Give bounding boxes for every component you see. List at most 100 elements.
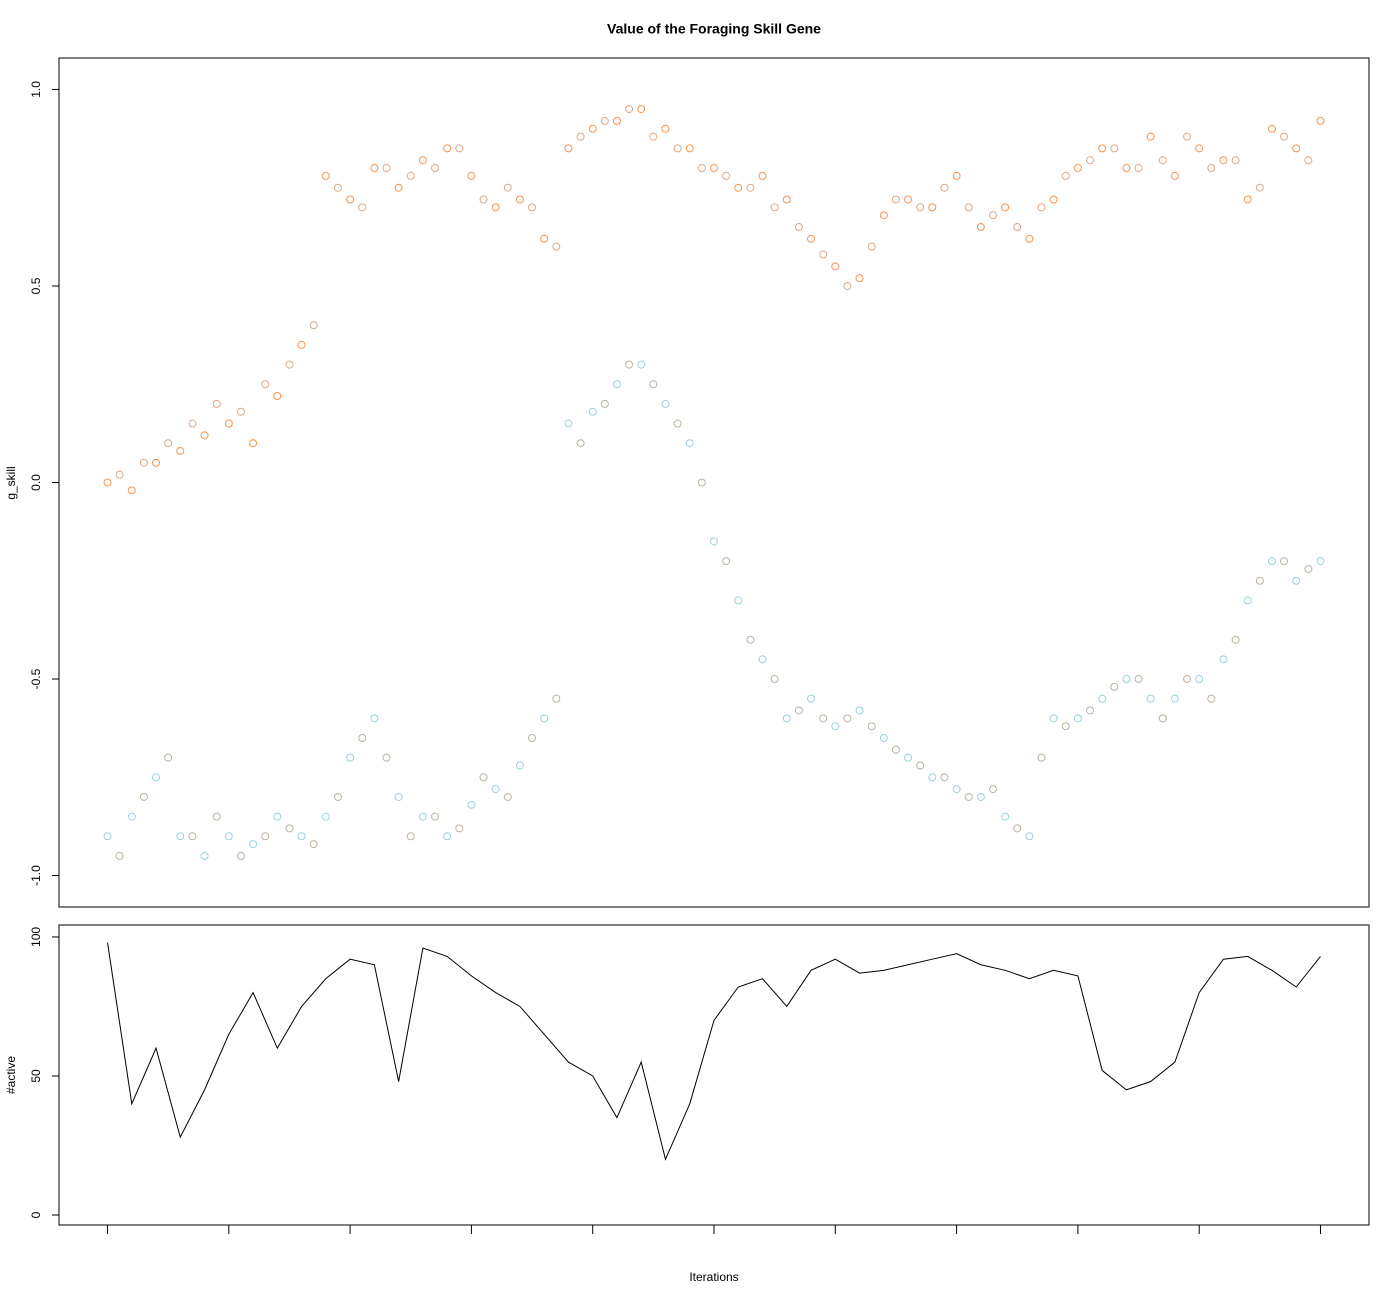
point: [625, 105, 634, 114]
point: [176, 447, 185, 456]
y-axis-label: #active: [4, 1056, 18, 1094]
point: [164, 439, 173, 448]
point: [758, 655, 767, 664]
point: [600, 399, 609, 408]
y-tick-label: 0.0: [29, 474, 43, 491]
point: [515, 761, 524, 770]
point: [212, 812, 221, 821]
point: [1183, 675, 1192, 684]
point: [261, 832, 270, 841]
point: [273, 392, 282, 401]
point: [697, 478, 706, 487]
point: [188, 832, 197, 841]
point: [673, 144, 682, 153]
point: [321, 812, 330, 821]
point: [807, 234, 816, 243]
point: [988, 785, 997, 794]
point: [406, 832, 415, 841]
point: [297, 340, 306, 349]
point: [503, 792, 512, 801]
y-tick-label: 50: [29, 1069, 43, 1083]
point: [1207, 694, 1216, 703]
point: [455, 824, 464, 833]
point: [1243, 596, 1252, 605]
point: [1122, 164, 1131, 173]
point: [1037, 203, 1046, 212]
point: [746, 635, 755, 644]
point: [418, 156, 427, 165]
point: [552, 242, 561, 251]
plot-frame: [58, 57, 1370, 908]
point: [479, 195, 488, 204]
point: [358, 203, 367, 212]
point: [867, 242, 876, 251]
point: [1001, 812, 1010, 821]
point: [1025, 832, 1034, 841]
point: [1086, 156, 1095, 165]
point: [491, 785, 500, 794]
point: [1267, 557, 1276, 566]
point: [1098, 694, 1107, 703]
point: [1195, 675, 1204, 684]
point: [976, 223, 985, 232]
point: [1231, 156, 1240, 165]
point: [1098, 144, 1107, 153]
point: [710, 164, 718, 173]
point: [346, 195, 355, 204]
point: [236, 407, 245, 416]
chart-title: Value of the Foraging Skill Gene: [607, 21, 821, 37]
point: [758, 171, 767, 180]
point: [1146, 132, 1155, 141]
point: [224, 419, 233, 428]
point: [1013, 824, 1022, 833]
point: [904, 753, 913, 762]
point: [1061, 171, 1070, 180]
point: [346, 753, 355, 762]
point: [697, 164, 706, 173]
point: [540, 234, 549, 243]
point: [564, 419, 573, 428]
line: [107, 942, 1321, 1161]
point: [1280, 132, 1289, 141]
point: [358, 733, 367, 742]
point: [1255, 183, 1264, 192]
point: [855, 706, 864, 715]
point: [455, 144, 464, 153]
point: [200, 431, 209, 440]
point: [236, 851, 245, 860]
point: [1292, 576, 1301, 585]
point: [528, 203, 537, 212]
point: [722, 557, 731, 566]
point: [1073, 714, 1082, 723]
point: [1280, 557, 1289, 566]
point: [988, 211, 997, 220]
point: [976, 792, 985, 801]
point: [952, 785, 961, 794]
point: [503, 183, 512, 192]
point: [685, 439, 694, 448]
point: [770, 675, 779, 684]
point: [928, 773, 937, 782]
point: [139, 458, 148, 467]
point: [867, 722, 876, 731]
x-axis-label: Iterations: [689, 1270, 738, 1284]
point: [576, 132, 585, 141]
point: [370, 164, 379, 173]
point: [382, 164, 391, 173]
point: [528, 733, 537, 742]
point: [807, 694, 816, 703]
point: [916, 203, 925, 212]
point: [1255, 576, 1264, 585]
point: [1073, 164, 1082, 173]
point: [406, 171, 415, 180]
point: [831, 722, 840, 731]
point: [649, 132, 658, 141]
point: [394, 183, 403, 192]
point: [891, 745, 900, 754]
point: [1170, 171, 1179, 180]
point: [1158, 714, 1167, 723]
point: [940, 183, 949, 192]
point: [964, 203, 973, 212]
point: [164, 753, 173, 762]
